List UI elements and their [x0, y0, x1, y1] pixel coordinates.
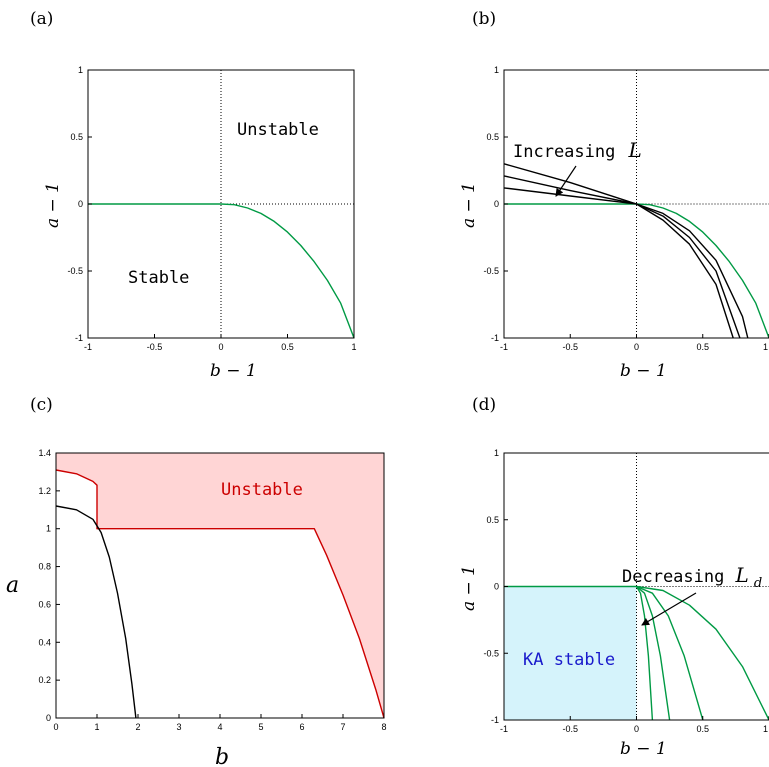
panel-a-series-0: [88, 203, 355, 339]
panel-c-ytick-label: 1: [46, 524, 51, 534]
panel-d-ytick-label: -1: [491, 715, 499, 725]
panel-c-unstable-region: [56, 453, 384, 718]
panel-d-plot: [504, 453, 769, 720]
panel-c-ytick-label: 0.2: [38, 675, 51, 685]
panel-c-plot: [55, 453, 385, 719]
panel-b-xlabel: b − 1: [620, 361, 667, 381]
panel-c-xtick-label: 8: [381, 722, 386, 732]
panel-b-series-2: [504, 175, 741, 339]
panel-c-xtick-label: 4: [217, 722, 222, 732]
panel-d-ka-stable-label: KA stable: [523, 650, 615, 670]
panel-d-xtick-label: -1: [500, 724, 508, 734]
panel-b-increasing-word: Increasing: [513, 142, 615, 162]
panel-d-ytick-label: 0: [494, 582, 499, 592]
panel-d-xtick-label: 1: [763, 724, 768, 734]
panel-c-unstable-label: Unstable: [221, 480, 303, 500]
panel-a-label: (a): [30, 9, 53, 29]
panel-b-increasing-label: Increasing L: [513, 138, 642, 162]
panel-d-xtick-label: 0.5: [696, 724, 709, 734]
panel-c-xtick-label: 1: [94, 722, 99, 732]
panel-b-xtick-label: 1: [763, 342, 768, 352]
panel-b-ytick-label: 0.5: [486, 132, 499, 142]
panel-c-ylabel: a: [6, 573, 19, 598]
panel-b-xtick-label: -0.5: [562, 342, 578, 352]
panel-c-ytick-label: 0: [46, 713, 51, 723]
panel-c-xtick-label: 7: [340, 722, 345, 732]
panel-c-ytick-label: 0.6: [38, 599, 51, 609]
panel-a-ytick-label: 1: [78, 65, 83, 75]
panel-d-series-1: [635, 586, 654, 720]
panel-c-xtick-label: 0: [53, 722, 58, 732]
panel-b-ytick-label: -1: [491, 333, 499, 343]
panel-c-xtick-label: 6: [299, 722, 304, 732]
panel-d-label: (d): [472, 395, 496, 415]
panel-c-xtick-label: 3: [176, 722, 181, 732]
panel-a-ytick-label: 0.5: [70, 132, 83, 142]
panel-a-ytick-label: -0.5: [67, 266, 83, 276]
panel-d-xtick-label: -0.5: [562, 724, 578, 734]
panel-b-xtick-label: 0.5: [696, 342, 709, 352]
panel-c-xtick-label: 5: [258, 722, 263, 732]
panel-c-series-1: [55, 505, 137, 719]
panel-d-ylabel: a − 1: [459, 565, 479, 611]
panel-d-xlabel: b − 1: [620, 739, 667, 759]
panel-b-series-1: [504, 187, 749, 339]
panel-d-xtick-label: 0: [634, 724, 639, 734]
panel-b-arrow: [555, 165, 577, 197]
panel-a-ylabel: a − 1: [43, 182, 63, 228]
panel-d-ytick-label: 1: [494, 448, 499, 458]
panel-a: (a) b − 1 a − 1 Unstable Stable -1 -0.5 0 0…: [30, 9, 357, 381]
panel-a-xlabel: b − 1: [210, 361, 257, 381]
panel-d-L-symbol: L: [734, 563, 748, 587]
panel-c-series-0: [55, 469, 385, 719]
panel-b-ytick-label: 1: [494, 65, 499, 75]
panel-b-ylabel: a − 1: [459, 182, 479, 228]
panel-d-ka-stable-region: [504, 586, 637, 720]
panel-d-ytick-label: -0.5: [483, 648, 499, 658]
panel-d-L-subscript: d: [754, 576, 762, 591]
panel-a-xtick-label: 0: [218, 342, 223, 352]
panel-d-series-4: [636, 585, 769, 720]
panel-b-label: (b): [472, 9, 496, 29]
panel-b: (b) b − 1 a − 1 Increasing L -1 -0.5 0 0.5 1…: [459, 9, 769, 381]
panel-c: (c) b a Unstable 0 1 2 3 4 5 6 7 8 0 0.2 0.4 0.6 0.8 1…: [6, 395, 387, 767]
panel-d-decreasing-label: Decreasing L d: [622, 563, 762, 591]
panel-c-ytick-label: 1.4: [38, 448, 51, 458]
panel-a-plot: [88, 70, 355, 339]
panel-c-label: (c): [30, 395, 53, 415]
panel-a-xtick-label: 0.5: [281, 342, 294, 352]
panel-b-series-0: [504, 203, 769, 339]
panel-b-series-3: [504, 163, 734, 339]
panel-b-xtick-label: 0: [634, 342, 639, 352]
panel-c-xtick-label: 2: [135, 722, 140, 732]
panel-c-ytick-label: 0.4: [38, 637, 51, 647]
panel-b-ytick-label: 0: [494, 199, 499, 209]
panel-d-arrow: [641, 592, 697, 626]
panel-d-decreasing-word: Decreasing: [622, 567, 724, 587]
panel-d-series-3: [636, 585, 704, 720]
panel-a-ytick-label: -1: [75, 333, 83, 343]
panel-d: (d) b − 1 a − 1 Decreasing L d KA stable…: [459, 395, 769, 759]
panel-a-xtick-label: -1: [84, 342, 92, 352]
panel-a-xtick-label: -0.5: [147, 342, 163, 352]
panel-c-ytick-label: 1.2: [38, 486, 51, 496]
panel-a-xtick-label: 1: [351, 342, 356, 352]
panel-b-L-symbol: L: [627, 138, 641, 162]
panel-a-unstable-label: Unstable: [237, 120, 319, 140]
panel-d-ytick-label: 0.5: [486, 515, 499, 525]
panel-a-stable-label: Stable: [128, 268, 189, 288]
panel-a-ytick-label: 0: [78, 199, 83, 209]
panel-c-ytick-label: 0.8: [38, 562, 51, 572]
panel-d-series-2: [636, 585, 671, 720]
panel-b-xtick-label: -1: [500, 342, 508, 352]
panel-b-plot: [504, 70, 769, 339]
panel-c-xlabel: b: [215, 745, 229, 767]
panel-b-ytick-label: -0.5: [483, 266, 499, 276]
